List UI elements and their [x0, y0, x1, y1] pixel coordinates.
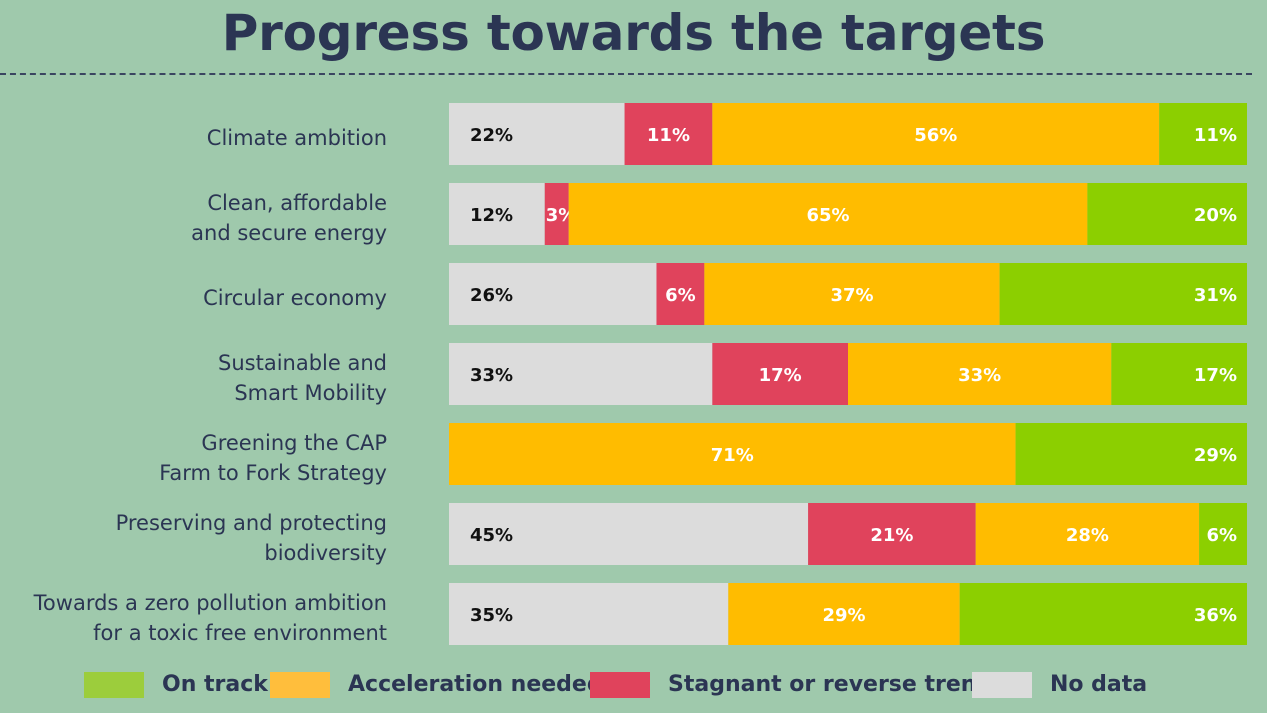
- data-label-acceleration-needed-sustainable-and-smart-mobility: 33%: [958, 365, 1001, 386]
- page-title: Progress towards the targets: [221, 4, 1046, 62]
- data-label-acceleration-needed-towards-a-zero-pollution-ambition-for-a-toxic-free-environment: 29%: [822, 605, 865, 626]
- bar-acceleration-needed-towards-a-zero-pollution-ambition-for-a-toxic-free-environment: [728, 583, 960, 645]
- legend-swatch-no-data: [972, 672, 1032, 698]
- data-label-no-data-towards-a-zero-pollution-ambition-for-a-toxic-free-environment: 35%: [470, 605, 513, 626]
- legend-swatch-acceleration-needed: [270, 672, 330, 698]
- legend: On track Acceleration needed Stagnant or…: [0, 668, 1267, 708]
- legend-swatch-stagnant: [590, 672, 650, 698]
- bar-no-data-sustainable-and-smart-mobility: [449, 343, 713, 405]
- bar-stagnant-or-reverse-trend-circular-economy: [656, 263, 705, 325]
- bar-stagnant-or-reverse-trend-preserving-and-protecting-biodiversity: [808, 503, 976, 565]
- category-label-greening-the-cap-farm-to-fork-strategy: Greening the CAP Farm to Fork Strategy: [159, 431, 387, 485]
- data-label-acceleration-needed-circular-economy: 37%: [830, 285, 873, 306]
- bar-acceleration-needed-climate-ambition: [712, 103, 1160, 165]
- data-label-no-data-climate-ambition: 22%: [470, 125, 513, 146]
- bar-on-track-sustainable-and-smart-mobility: [1111, 343, 1247, 405]
- bar-no-data-clean-affordable-and-secure-energy: [449, 183, 545, 245]
- category-label-climate-ambition: Climate ambition: [206, 126, 387, 150]
- data-label-on-track-greening-the-cap-farm-to-fork-strategy: 29%: [1194, 445, 1237, 466]
- title-divider: [0, 73, 1252, 75]
- data-label-on-track-towards-a-zero-pollution-ambition-for-a-toxic-free-environment: 36%: [1194, 605, 1237, 626]
- data-label-no-data-circular-economy: 26%: [470, 285, 513, 306]
- bar-acceleration-needed-sustainable-and-smart-mobility: [848, 343, 1112, 405]
- data-label-no-data-clean-affordable-and-secure-energy: 12%: [470, 205, 513, 226]
- bar-acceleration-needed-circular-economy: [704, 263, 1000, 325]
- bar-acceleration-needed-clean-affordable-and-secure-energy: [568, 183, 1088, 245]
- data-label-stagnant-or-reverse-trend-climate-ambition: 11%: [647, 125, 690, 146]
- data-label-acceleration-needed-greening-the-cap-farm-to-fork-strategy: 71%: [711, 445, 754, 466]
- data-label-on-track-preserving-and-protecting-biodiversity: 6%: [1206, 525, 1237, 546]
- legend-label-no-data: No data: [1050, 672, 1148, 697]
- data-label-stagnant-or-reverse-trend-preserving-and-protecting-biodiversity: 21%: [870, 525, 913, 546]
- data-label-on-track-circular-economy: 31%: [1194, 285, 1237, 306]
- bar-no-data-towards-a-zero-pollution-ambition-for-a-toxic-free-environment: [449, 583, 729, 645]
- data-label-acceleration-needed-clean-affordable-and-secure-energy: 65%: [807, 205, 850, 226]
- legend-label-stagnant: Stagnant or reverse trend: [668, 672, 993, 697]
- bar-acceleration-needed-preserving-and-protecting-biodiversity: [975, 503, 1200, 565]
- category-label-circular-economy: Circular economy: [203, 286, 387, 310]
- bar-no-data-climate-ambition: [449, 103, 625, 165]
- category-label-clean-affordable-and-secure-energy: Clean, affordable and secure energy: [191, 191, 387, 245]
- bar-no-data-circular-economy: [449, 263, 657, 325]
- category-label-preserving-and-protecting-biodiversity: Preserving and protecting biodiversity: [115, 511, 387, 565]
- data-label-on-track-clean-affordable-and-secure-energy: 20%: [1194, 205, 1237, 226]
- data-label-acceleration-needed-preserving-and-protecting-biodiversity: 28%: [1066, 525, 1109, 546]
- bar-acceleration-needed-greening-the-cap-farm-to-fork-strategy: [449, 423, 1016, 485]
- data-label-no-data-sustainable-and-smart-mobility: 33%: [470, 365, 513, 386]
- bar-on-track-climate-ambition: [1159, 103, 1247, 165]
- legend-label-on-track: On track: [162, 672, 268, 697]
- data-label-stagnant-or-reverse-trend-sustainable-and-smart-mobility: 17%: [759, 365, 802, 386]
- data-label-stagnant-or-reverse-trend-circular-economy: 6%: [665, 285, 696, 306]
- legend-swatch-on-track: [84, 672, 144, 698]
- bar-on-track-circular-economy: [999, 263, 1247, 325]
- legend-label-acceleration-needed: Acceleration needed: [348, 672, 603, 697]
- category-label-sustainable-and-smart-mobility: Sustainable and Smart Mobility: [218, 351, 387, 405]
- data-label-stagnant-or-reverse-trend-clean-affordable-and-secure-energy: 3%: [546, 205, 577, 226]
- data-label-acceleration-needed-climate-ambition: 56%: [914, 125, 957, 146]
- bar-stagnant-or-reverse-trend-climate-ambition: [624, 103, 713, 165]
- bar-stagnant-or-reverse-trend-sustainable-and-smart-mobility: [712, 343, 848, 405]
- title-area: Progress towards the targets: [0, 0, 1267, 72]
- category-label-towards-a-zero-pollution-ambition-for-a-toxic-free-environment: Towards a zero pollution ambition for a …: [33, 591, 387, 645]
- bar-on-track-clean-affordable-and-secure-energy: [1087, 183, 1247, 245]
- data-label-on-track-climate-ambition: 11%: [1194, 125, 1237, 146]
- data-label-on-track-sustainable-and-smart-mobility: 17%: [1194, 365, 1237, 386]
- bar-stagnant-or-reverse-trend-clean-affordable-and-secure-energy: [544, 183, 569, 245]
- bar-on-track-greening-the-cap-farm-to-fork-strategy: [1015, 423, 1247, 485]
- bar-on-track-preserving-and-protecting-biodiversity: [1199, 503, 1247, 565]
- bar-no-data-preserving-and-protecting-biodiversity: [449, 503, 809, 565]
- data-label-no-data-preserving-and-protecting-biodiversity: 45%: [470, 525, 513, 546]
- bar-on-track-towards-a-zero-pollution-ambition-for-a-toxic-free-environment: [959, 583, 1247, 645]
